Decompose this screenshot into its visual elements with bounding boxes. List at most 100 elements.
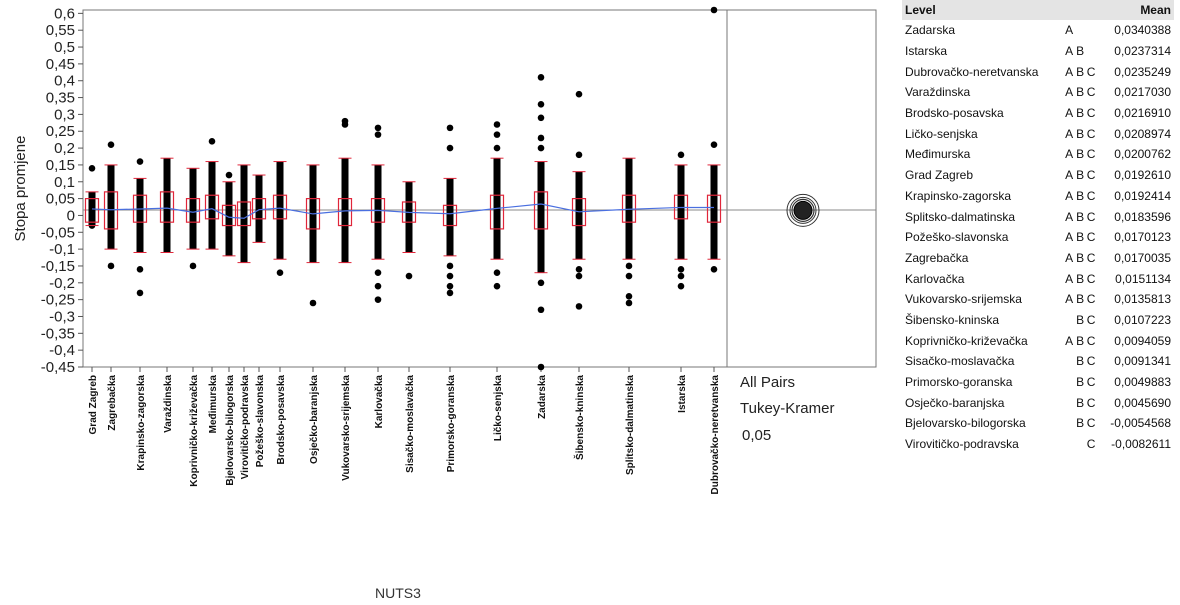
data-point <box>374 269 382 276</box>
letter-cell: C <box>1086 395 1096 410</box>
mean-cell: 0,0235249 <box>1114 64 1171 79</box>
data-point <box>493 144 501 152</box>
data-point <box>107 141 115 149</box>
comparison-circle <box>791 198 815 222</box>
letter-cell: C <box>1086 147 1096 162</box>
level-cell: Virovitičko-podravska <box>905 437 1019 452</box>
data-point <box>625 292 633 300</box>
data-point <box>537 363 545 371</box>
x-category-label: Požeško-slavonska <box>255 375 266 468</box>
data-point <box>189 262 197 270</box>
level-cell: Vukovarsko-srijemska <box>905 292 1022 307</box>
letter-cell: A <box>1065 147 1074 162</box>
data-point <box>537 279 545 287</box>
quantile-box <box>489 194 505 230</box>
letter-cell: C <box>1086 271 1096 286</box>
x-category-label: Vukovarsko-srijemska <box>341 375 352 481</box>
letter-cell: B <box>1076 44 1085 59</box>
mean-cell: 0,0091341 <box>1114 354 1171 369</box>
mean-cell: 0,0151134 <box>1115 271 1171 286</box>
data-point <box>575 303 583 310</box>
data-point-strip <box>189 168 197 250</box>
letter-cell: C <box>1086 64 1096 79</box>
level-cell: Splitsko-dalmatinska <box>905 209 1016 224</box>
quantile-box <box>533 191 549 230</box>
data-point-strip <box>208 161 216 250</box>
comparison-label-all-pairs: All Pairs <box>740 374 796 391</box>
data-point <box>374 131 382 138</box>
level-cell: Dubrovačko-neretvanska <box>905 64 1039 79</box>
data-point <box>446 124 454 132</box>
header-letter-spacer <box>1085 0 1097 20</box>
letter-cell: B <box>1076 209 1085 224</box>
data-point-strip <box>136 178 144 253</box>
y-tick-label: 0,3 <box>54 106 75 123</box>
letter-cell: C <box>1086 230 1096 245</box>
letter-cell: A <box>1065 188 1074 203</box>
level-cell: Bjelovarsko-bilogorska <box>905 416 1026 431</box>
y-tick-label: -0,4 <box>49 342 75 359</box>
y-tick-label: 0,5 <box>54 39 75 56</box>
data-point <box>493 131 501 138</box>
data-point <box>374 296 382 303</box>
quantile-box <box>706 194 722 223</box>
mean-cell: 0,0200762 <box>1114 147 1171 162</box>
letter-cell: C <box>1086 312 1096 327</box>
letter-cell <box>1064 392 1075 413</box>
x-category-label: Dubrovačko-neretvanska <box>710 375 721 495</box>
letter-cell: B <box>1076 230 1085 245</box>
letter-cell: C <box>1086 126 1096 141</box>
mean-cell: 0,0237314 <box>1114 44 1171 59</box>
data-point-strip <box>537 161 545 273</box>
letter-cell: B <box>1076 354 1085 369</box>
x-category-label: Virovitičko-podravska <box>240 375 251 480</box>
data-point <box>537 114 545 122</box>
data-point <box>446 144 454 152</box>
level-cell: Zagrebačka <box>905 250 969 265</box>
y-tick-label: 0,4 <box>54 73 75 90</box>
level-cell: Međimurska <box>905 147 971 162</box>
letter-cell: A <box>1065 64 1074 79</box>
level-cell: Ličko-senjska <box>905 126 978 141</box>
data-point <box>710 6 718 14</box>
table-row: Dubrovačko-neretvanska A B C 0,0235249 <box>902 61 1174 82</box>
data-point <box>677 282 685 290</box>
letter-cell: C <box>1086 437 1096 452</box>
x-category-label: Varaždinska <box>163 375 174 433</box>
letter-cell <box>1086 20 1097 41</box>
level-cell: Karlovačka <box>905 271 965 286</box>
letter-cell <box>1064 310 1075 331</box>
mean-cell: 0,0107223 <box>1114 312 1171 327</box>
table-row: Požeško-slavonska A B C 0,0170123 <box>902 227 1174 248</box>
y-tick-label: 0,05 <box>46 191 75 208</box>
table-row: Grad Zagreb A B C 0,0192610 <box>902 165 1174 186</box>
data-point <box>88 164 96 172</box>
letter-cell: C <box>1086 354 1096 369</box>
data-point-strip <box>276 161 284 260</box>
header-letter-spacer <box>1063 0 1075 20</box>
y-tick-label: -0,25 <box>41 292 75 309</box>
letter-cell: A <box>1065 292 1074 307</box>
data-point <box>537 144 545 152</box>
quantile-box <box>84 198 100 223</box>
data-point <box>625 272 633 280</box>
table-row: Karlovačka A B C 0,0151134 <box>902 268 1174 289</box>
letter-cell: C <box>1086 292 1096 307</box>
level-cell: Sisačko-moslavačka <box>905 354 1015 369</box>
table-header-row: Level Mean <box>902 0 1174 20</box>
y-tick-label: -0,1 <box>49 241 75 258</box>
data-point-strip <box>255 175 263 243</box>
data-point-strip <box>405 181 413 253</box>
x-category-label: Osječko-baranjska <box>309 375 320 464</box>
letter-cell: C <box>1086 168 1096 183</box>
letter-cell <box>1064 434 1075 455</box>
x-category-label: Istarska <box>677 375 688 413</box>
y-tick-label: 0 <box>67 207 75 224</box>
data-point <box>309 299 317 307</box>
x-category-label: Zagrebačka <box>107 375 118 431</box>
table-row: Šibensko-kninska B C 0,0107223 <box>902 310 1174 331</box>
header-mean: Mean <box>1096 0 1174 20</box>
data-point <box>677 266 685 273</box>
level-cell: Brodsko-posavska <box>905 106 1004 121</box>
data-point <box>374 282 382 290</box>
